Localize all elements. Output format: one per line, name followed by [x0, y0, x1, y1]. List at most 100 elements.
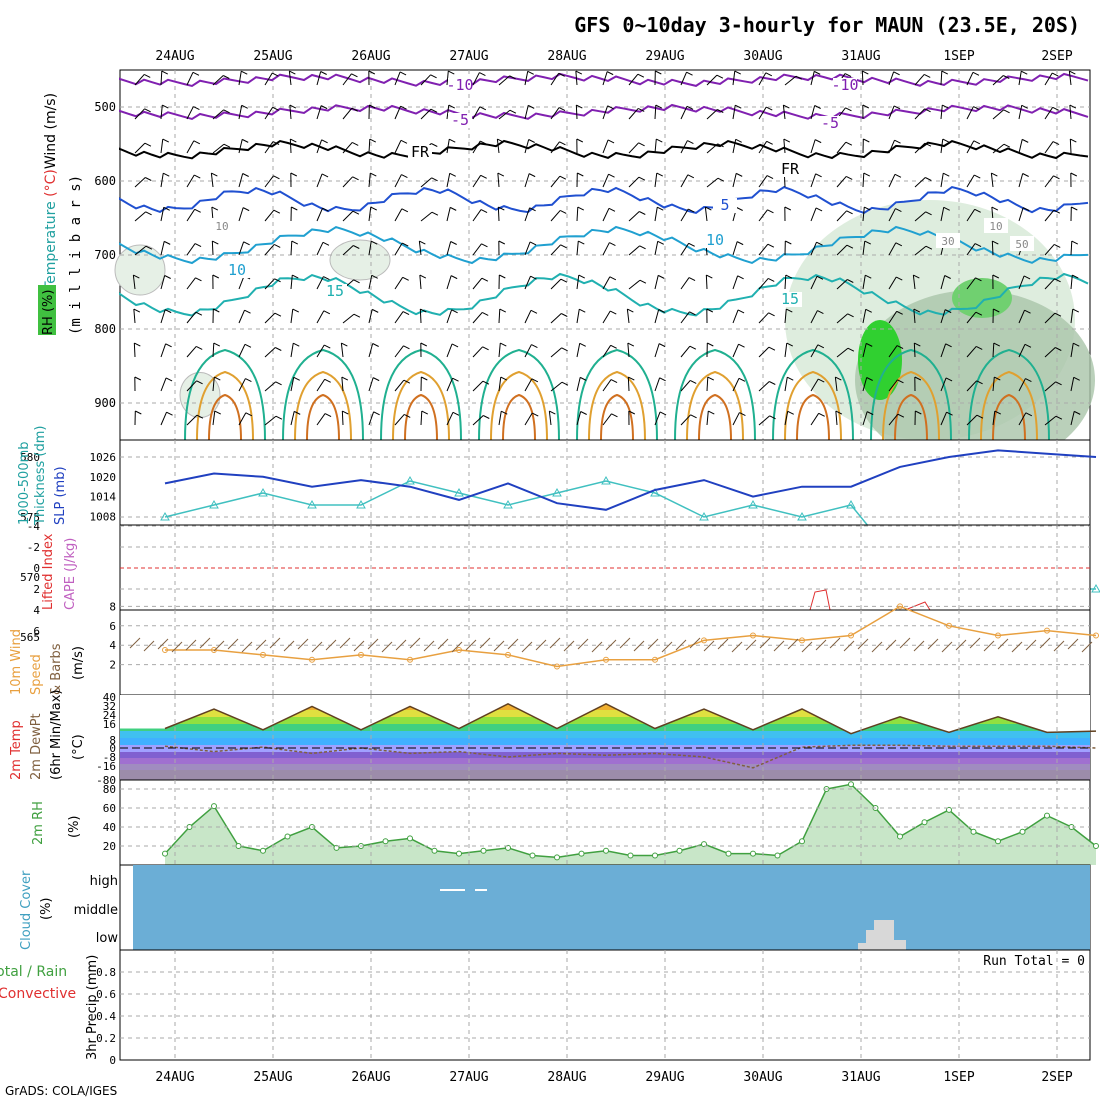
wind-barb	[289, 138, 292, 154]
wind-barb-10m	[563, 640, 575, 652]
wind-barb	[472, 106, 481, 120]
wind-barb	[1022, 207, 1030, 212]
wind-barb	[291, 206, 298, 211]
wind-barb	[1044, 72, 1053, 86]
wind-barb	[785, 240, 792, 245]
wind-barb	[578, 274, 585, 279]
wind-barb	[264, 244, 275, 256]
wind-barb	[238, 344, 246, 358]
wind-speed-marker	[897, 603, 903, 610]
wind-barb	[342, 313, 355, 324]
wind-barb	[862, 207, 865, 222]
wind-barb	[865, 342, 873, 347]
temp2m-line	[164, 702, 1097, 735]
wind-barb	[690, 380, 697, 384]
rh-legend-box	[38, 285, 56, 335]
wind-barb	[420, 108, 432, 120]
contour-label-bg	[210, 218, 234, 233]
contour-freezing	[119, 139, 1089, 160]
wind-barb	[847, 347, 855, 352]
wind-barb	[160, 105, 163, 120]
wind-barb	[736, 241, 744, 246]
wind-barb	[706, 143, 718, 154]
wind-barb	[1069, 104, 1077, 109]
contour-label: 50	[1015, 238, 1028, 251]
wind-barb	[1044, 312, 1056, 324]
thickness-marker	[258, 487, 268, 497]
wind-barb	[940, 309, 946, 324]
wind-speed-marker	[1044, 627, 1050, 634]
wind-barb	[758, 141, 768, 154]
wind-barb	[132, 275, 136, 290]
wind-barb-10m	[605, 639, 617, 651]
contour-label-bg	[448, 78, 472, 93]
wind-barb	[607, 105, 614, 110]
wind-barb	[639, 279, 647, 284]
wind-barb	[145, 211, 152, 216]
wind-barb	[993, 342, 1001, 347]
wind-barb	[244, 343, 252, 348]
contour-30	[404, 393, 438, 441]
wind-barb	[732, 241, 738, 256]
temp-band	[120, 731, 1090, 738]
wind-barb	[500, 342, 507, 347]
wind-barb	[602, 71, 608, 86]
wind-barb-10m	[283, 640, 295, 652]
wind-barb	[238, 71, 242, 86]
wind-barb	[974, 243, 982, 248]
wind-barb	[264, 381, 276, 392]
wind-barb	[451, 309, 458, 314]
wind-barb	[531, 344, 538, 349]
wind-barb	[499, 308, 507, 313]
wind-barb	[638, 108, 645, 112]
wind-barb	[734, 70, 741, 75]
wind-barb	[1021, 104, 1028, 109]
thickness-tick: 565	[20, 631, 40, 644]
wind-barb	[446, 173, 451, 188]
wind-barb	[316, 242, 324, 256]
thickness-marker	[356, 499, 366, 509]
wind-barb	[394, 379, 405, 392]
wind-barb-10m	[1053, 640, 1065, 652]
wind-barb	[1018, 378, 1026, 392]
ylabel-thickness: Thickness (dm)	[33, 426, 48, 526]
wind-barb	[211, 240, 214, 256]
wind-barb	[372, 343, 379, 347]
date-label-top: 30AUG	[743, 49, 782, 64]
wind-barb	[966, 209, 976, 222]
wind-barb	[610, 379, 618, 384]
wind-barb	[766, 140, 773, 145]
wind-barb	[448, 70, 455, 75]
wind-barb	[735, 104, 742, 109]
run-total: Run Total = 0	[983, 954, 1085, 969]
wind-barb	[686, 105, 694, 110]
contour-label-bg	[778, 292, 802, 307]
wind-barb	[529, 207, 536, 212]
wind-barb-10m	[1039, 637, 1051, 649]
wind-barb	[602, 208, 610, 222]
wind-barb	[186, 140, 195, 154]
wind-barb	[688, 242, 695, 247]
wind-barb	[292, 308, 299, 313]
wind-barb	[342, 410, 349, 415]
wind-barb-10m	[801, 641, 813, 653]
wind-barb	[654, 411, 661, 426]
wind-barb-10m	[353, 640, 365, 652]
wind-barb	[472, 209, 482, 222]
wind-barb	[559, 175, 567, 180]
temp-tick: 24	[103, 709, 117, 722]
wind-barb	[1073, 410, 1081, 415]
rh-tick: 80	[103, 783, 116, 796]
wind-barb	[431, 143, 438, 147]
wind-barb	[368, 241, 372, 256]
wind-barb	[992, 274, 1000, 279]
wind-barb	[865, 274, 872, 279]
wind-barb	[914, 376, 922, 381]
wind-barb	[472, 346, 483, 358]
wind-barb	[944, 309, 952, 314]
wind-barb	[628, 211, 640, 222]
wind-barb	[210, 173, 214, 188]
wind-barb	[628, 245, 640, 256]
wind-barb	[1021, 138, 1029, 143]
wind-barb	[865, 308, 872, 313]
